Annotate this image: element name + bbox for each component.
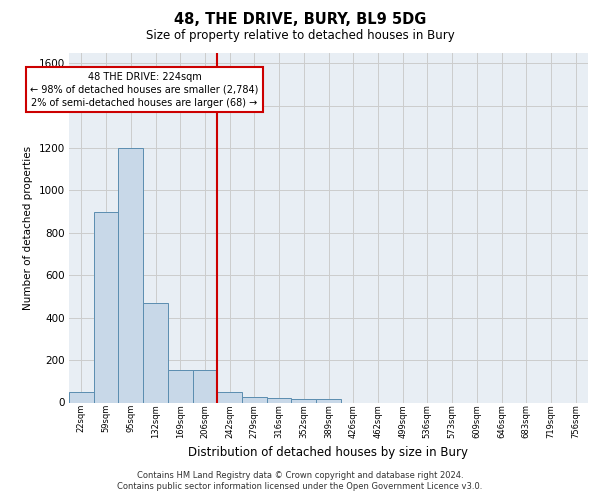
Bar (316, 400, 341, 402)
Text: Contains HM Land Registry data © Crown copyright and database right 2024.: Contains HM Land Registry data © Crown c… (137, 471, 463, 480)
Bar (69, 392, 94, 402)
X-axis label: Distribution of detached houses by size in Bury: Distribution of detached houses by size … (188, 446, 469, 459)
Text: Size of property relative to detached houses in Bury: Size of property relative to detached ho… (146, 29, 454, 42)
Bar (267, 398, 292, 402)
Y-axis label: Number of detached properties: Number of detached properties (23, 146, 33, 310)
Bar (168, 370, 193, 402)
Bar (242, 397, 267, 402)
Bar (193, 370, 217, 402)
Bar (94, 212, 118, 402)
Text: 48, THE DRIVE, BURY, BL9 5DG: 48, THE DRIVE, BURY, BL9 5DG (174, 12, 426, 28)
Text: 48 THE DRIVE: 224sqm
← 98% of detached houses are smaller (2,784)
2% of semi-det: 48 THE DRIVE: 224sqm ← 98% of detached h… (30, 72, 259, 108)
Bar (143, 303, 168, 402)
Bar (118, 148, 143, 403)
Text: Contains public sector information licensed under the Open Government Licence v3: Contains public sector information licen… (118, 482, 482, 491)
Bar (217, 392, 242, 402)
Bar (292, 400, 316, 402)
